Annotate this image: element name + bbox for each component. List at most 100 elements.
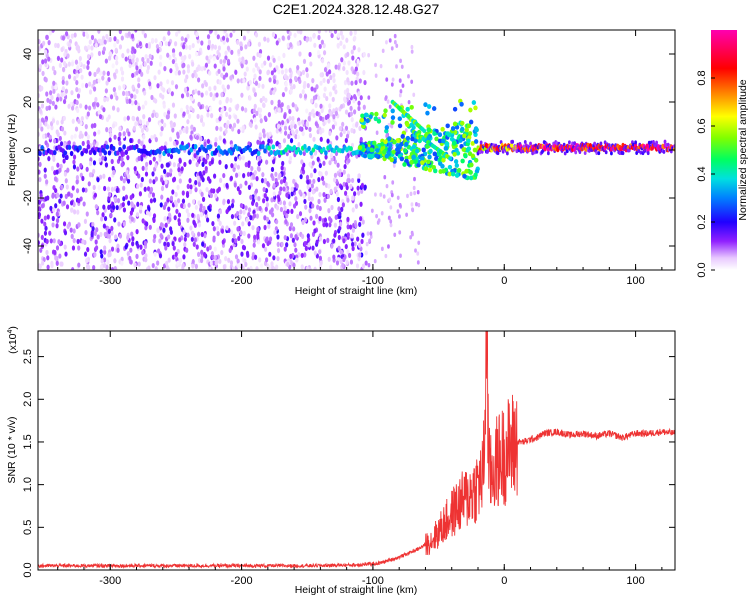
spectrogram-cell (140, 176, 144, 183)
spectrogram-cell (335, 260, 340, 266)
spectrogram-cell (317, 34, 321, 41)
spectrogram-cell (195, 66, 199, 73)
spectrogram-cell (390, 124, 394, 129)
spectrogram-cell (84, 148, 89, 154)
spectrogram-cell (208, 178, 212, 184)
spectrogram-cell (180, 93, 185, 99)
spectrogram-cell (595, 150, 599, 155)
spectrogram-cell (356, 58, 360, 64)
spectrogram-cell (322, 43, 326, 49)
spectrogram-cell (334, 107, 339, 113)
spectrogram-cell (137, 155, 141, 162)
spectrogram-cell (313, 228, 317, 234)
spectrogram-cell (77, 222, 81, 228)
spectrogram-cell (121, 53, 125, 59)
spectrogram-cell (402, 162, 407, 167)
spectrogram-cell (195, 161, 199, 168)
spectrogram-cell (298, 150, 303, 156)
spectrogram-cell (182, 254, 186, 260)
spectrogram-cell (108, 36, 112, 43)
spectrogram-cell (246, 30, 250, 34)
spectrogram-cell (460, 158, 465, 164)
spectrogram-cell (128, 62, 132, 69)
spectrogram-cell (248, 147, 253, 153)
spectrogram-cell (253, 103, 257, 109)
spectrogram-cell (410, 44, 414, 50)
spectrogram-cell (317, 176, 321, 183)
spectrogram-cell (118, 140, 122, 146)
spectrogram-cell (226, 198, 231, 205)
spectrogram-cell (158, 156, 162, 163)
spectrogram-cell (151, 262, 155, 269)
spectrogram-cell (200, 231, 204, 238)
spectrogram-cell (565, 149, 569, 154)
spectrogram-cell (535, 149, 539, 154)
spectrogram-cell (308, 267, 312, 270)
spectrogram-cell (409, 104, 414, 110)
spectrogram-cell (403, 148, 408, 154)
spectrogram-cell (48, 99, 52, 105)
spectrogram-cell (207, 39, 212, 45)
spectrogram-cell (150, 94, 154, 101)
spectrogram-cell (197, 222, 202, 228)
spectrogram-cell (110, 225, 114, 231)
spectrogram-cell (468, 175, 474, 181)
spectrogram-cell (257, 41, 262, 47)
spectrogram-cell (349, 146, 353, 152)
spectrogram-cell (390, 119, 395, 125)
spectrogram-cell (328, 222, 332, 228)
spectrogram-cell (126, 48, 130, 54)
spectrogram-cell (356, 71, 360, 77)
spectrogram-cell (240, 251, 244, 257)
spectrogram-cell (109, 212, 113, 218)
spectrogram-cell (272, 78, 277, 85)
spectrogram-cell (52, 207, 56, 213)
spectrogram-cell (235, 210, 240, 217)
spectrogram-cell (193, 144, 198, 150)
spectrogram-cell (200, 257, 204, 264)
spectrogram-cell (108, 238, 112, 244)
spectrogram-cell (131, 46, 135, 52)
spectrogram-cell (269, 89, 273, 96)
spectrogram-cell (71, 245, 76, 251)
spectrogram-cell (123, 116, 127, 122)
spectrogram-cell (256, 226, 260, 232)
spectrogram-cell (173, 41, 178, 47)
spectrogram-cell (295, 257, 299, 263)
spectrogram-cell (343, 163, 347, 170)
spectrogram-cell (356, 185, 360, 191)
spectrogram-cell (221, 239, 225, 245)
colorbar-label: Normalized spectral amplitude (737, 79, 749, 220)
spectrogram-cell (174, 70, 178, 76)
spectrogram-cell (312, 178, 316, 184)
spectrogram-cell (81, 140, 85, 147)
spectrogram-cell (311, 245, 315, 251)
spectrogram-cell (103, 97, 107, 103)
spectrogram-cell (236, 78, 240, 84)
spectrogram-cell (283, 120, 288, 126)
spectrogram-cell (131, 58, 135, 64)
spectrogram-cell (160, 185, 165, 192)
spectrogram-cell (369, 231, 373, 236)
spectrogram-cell (218, 258, 222, 265)
spectrogram-cell (261, 95, 266, 102)
spectrogram-cell (150, 37, 155, 43)
spectrogram-cell (206, 246, 210, 252)
spectrogram-cell (285, 192, 289, 198)
spectrogram-cell (166, 197, 170, 203)
spectrogram-cell (634, 140, 637, 145)
spectrogram-cell (276, 255, 280, 262)
spectrogram-cell (183, 241, 187, 248)
spectrogram-cell (53, 149, 57, 156)
spectrogram-y-tick-label: -40 (22, 238, 34, 254)
spectrogram-cell (220, 92, 224, 98)
spectrogram-cell (332, 114, 336, 120)
spectrogram-cell (327, 208, 331, 214)
spectrogram-cell (143, 90, 147, 96)
spectrogram-cell (266, 180, 270, 187)
spectrogram-cell (200, 66, 204, 72)
spectrogram-cell (47, 156, 51, 162)
spectrogram-cell (45, 249, 49, 256)
spectrogram-cell (54, 255, 58, 261)
spectrogram-cell (409, 122, 415, 128)
